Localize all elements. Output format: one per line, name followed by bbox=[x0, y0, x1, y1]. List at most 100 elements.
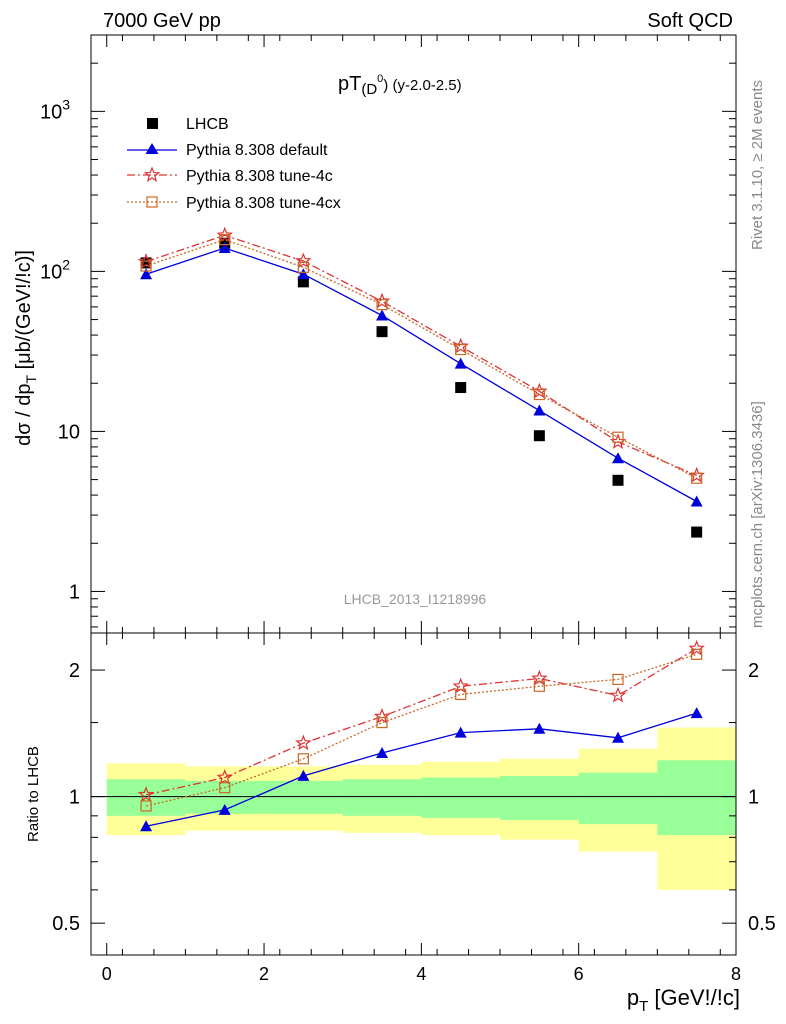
band-inner-bin bbox=[578, 772, 658, 825]
series-point-default bbox=[454, 357, 467, 369]
y-tick-exp: 2 bbox=[62, 256, 70, 272]
lhcb-data-point bbox=[376, 326, 388, 338]
ratio-y-tick-label-right: 0.5 bbox=[748, 913, 776, 935]
band-inner-bin bbox=[421, 777, 501, 818]
ratio-point-tune4cx bbox=[140, 800, 152, 812]
series-point-default bbox=[218, 242, 231, 254]
series-point-default bbox=[376, 309, 389, 321]
series-line-tune4c bbox=[145, 234, 697, 477]
header-left-label: 7000 GeV pp bbox=[103, 10, 221, 32]
series-point-default bbox=[612, 452, 625, 464]
ratio-point-tune4c bbox=[373, 707, 391, 724]
series-point-tune4cx bbox=[455, 343, 467, 356]
main-ylabel-sub: T bbox=[23, 375, 39, 384]
series-point-tune4cx bbox=[140, 260, 152, 272]
band-inner-bin bbox=[657, 760, 736, 836]
ratio-point-tune4cx bbox=[219, 782, 231, 794]
y-tick-label: 1 bbox=[69, 581, 80, 603]
ratio-point-tune4c bbox=[609, 686, 627, 703]
main-ylabel: dσ / dpT [μb/(GeV!/!c)] bbox=[13, 250, 39, 446]
ratio-line-default bbox=[145, 712, 697, 827]
y-tick-label: 10 bbox=[58, 421, 80, 443]
ratio-point-default bbox=[454, 726, 467, 738]
xaxis-label: pT [GeV!/!c] bbox=[627, 985, 740, 1015]
rivet-label: Rivet 3.1.10, ≥ 2M events bbox=[749, 80, 766, 250]
header-right-label: Soft QCD bbox=[647, 10, 733, 32]
title-sub: (D bbox=[361, 81, 377, 98]
ratio-plot-data bbox=[137, 639, 705, 832]
series-point-tune4c bbox=[216, 226, 233, 243]
main-ylabel-text: dσ / dp bbox=[13, 384, 35, 446]
ratio-y-tick-label-right: 1 bbox=[748, 787, 759, 809]
band-inner-bin bbox=[264, 780, 343, 814]
plot-title: pT(D0) (y-2.0-2.5) bbox=[338, 73, 462, 98]
ratio-y-tick-label: 0.5 bbox=[52, 913, 80, 935]
legend-marker-default bbox=[145, 143, 159, 154]
ratio-point-default bbox=[612, 731, 625, 743]
ratio-point-default bbox=[140, 820, 153, 832]
x-tick-label: 4 bbox=[416, 964, 426, 984]
series-point-tune4cx bbox=[691, 472, 703, 484]
ratio-point-default bbox=[297, 769, 310, 781]
ratio-point-tune4c bbox=[137, 786, 155, 802]
analysis-watermark: LHCB_2013_I1218996 bbox=[344, 591, 487, 607]
lhcb-data-point bbox=[140, 257, 152, 269]
series-point-tune4cx bbox=[612, 431, 624, 443]
ratio-point-default bbox=[218, 803, 231, 815]
band-inner-bin bbox=[500, 775, 579, 820]
title-close: ) bbox=[383, 77, 388, 94]
series-point-tune4cx bbox=[297, 261, 309, 273]
x-tick-label: 8 bbox=[731, 964, 741, 984]
y-tick-label: 103 bbox=[40, 96, 70, 123]
ratio-y-tick-label: 2 bbox=[69, 660, 80, 682]
ratio-y-tick-label-right: 2 bbox=[748, 660, 759, 682]
ratio-point-tune4cx bbox=[533, 680, 545, 692]
ratio-point-tune4c bbox=[216, 768, 233, 785]
series-point-default bbox=[140, 268, 153, 280]
ratio-plot-frame bbox=[90, 632, 737, 956]
lhcb-data-point bbox=[533, 430, 545, 442]
ratio-point-tune4cx bbox=[455, 688, 467, 701]
legend: LHCB Pythia 8.308 default Pythia 8.308 t… bbox=[127, 116, 341, 212]
series-line-tune4cx bbox=[145, 238, 698, 479]
ratio-uncertainty-bands bbox=[91, 727, 736, 890]
title-main: pT bbox=[338, 73, 361, 95]
series-point-default bbox=[297, 268, 310, 280]
ratio-point-tune4cx bbox=[297, 753, 309, 765]
y-tick-exp: 3 bbox=[62, 96, 70, 112]
x-tick-label: 2 bbox=[259, 964, 269, 984]
title-sup: 0 bbox=[377, 73, 383, 85]
ratio-point-tune4cx bbox=[376, 716, 388, 729]
y-tick-label: 102 bbox=[40, 256, 70, 283]
ratio-ylabel: Ratio to LHCB bbox=[25, 746, 42, 842]
legend-label-default: Pythia 8.308 default bbox=[186, 142, 328, 159]
lhcb-data-point bbox=[455, 382, 467, 394]
ratio-point-tune4c bbox=[688, 639, 705, 656]
series-point-tune4c bbox=[295, 252, 312, 269]
ratio-point-default bbox=[690, 707, 703, 719]
ratio-y-tick-label: 1 bbox=[69, 787, 80, 809]
main-ylabel-units: [μb/(GeV!/!c)] bbox=[13, 250, 35, 375]
x-tick-label: 6 bbox=[574, 964, 584, 984]
ratio-line-tune4c bbox=[145, 647, 698, 796]
ratio-point-tune4cx bbox=[691, 648, 703, 660]
ratio-point-tune4c bbox=[295, 734, 312, 751]
ratio-point-tune4cx bbox=[612, 673, 624, 686]
lhcb-data-point bbox=[691, 526, 703, 538]
series-line-default bbox=[145, 247, 698, 503]
xaxis-label-units: [GeV!/!c] bbox=[648, 985, 740, 1010]
x-tick-label: 0 bbox=[102, 964, 112, 984]
legend-marker-tune4cx bbox=[146, 196, 158, 208]
mcplots-label: mcplots.cern.ch [arXiv:1306.3436] bbox=[749, 401, 766, 628]
xaxis-label-sub: T bbox=[639, 998, 648, 1015]
xaxis-label-p: p bbox=[627, 985, 639, 1010]
series-point-default bbox=[533, 404, 546, 416]
lhcb-data-point bbox=[612, 474, 624, 486]
y-tick-base: 10 bbox=[40, 261, 62, 283]
ratio-point-default bbox=[376, 746, 389, 758]
legend-label-lhcb: LHCB bbox=[186, 116, 229, 133]
ratio-point-default bbox=[533, 722, 546, 734]
title-rest: (y-2.0-2.5) bbox=[388, 77, 461, 94]
ratio-line-tune4cx bbox=[145, 653, 697, 807]
